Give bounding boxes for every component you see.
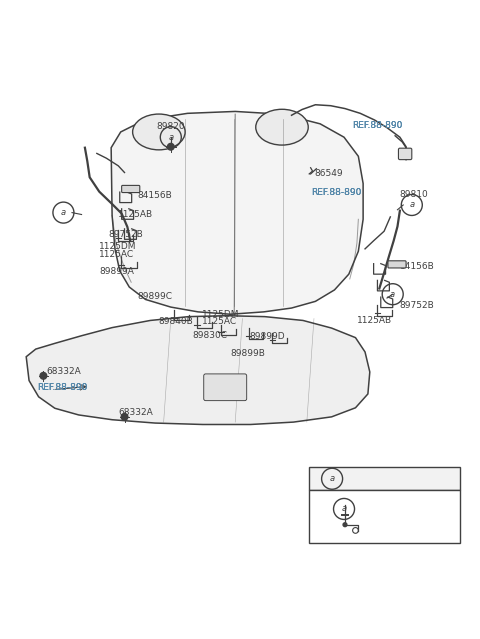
Text: 89899A: 89899A <box>99 266 134 275</box>
Text: 84156B: 84156B <box>400 262 434 271</box>
Text: 88878: 88878 <box>327 493 356 502</box>
Text: 89899B: 89899B <box>230 349 265 358</box>
Circle shape <box>168 143 174 150</box>
Text: 89899D: 89899D <box>250 332 285 341</box>
Text: a: a <box>341 504 347 514</box>
Text: 89820: 89820 <box>156 122 185 131</box>
Polygon shape <box>26 316 370 424</box>
Text: REF.88-890: REF.88-890 <box>312 189 362 197</box>
Text: 68332A: 68332A <box>118 408 153 417</box>
Text: 89899C: 89899C <box>137 293 172 302</box>
Text: REF.88-890: REF.88-890 <box>312 189 362 197</box>
Text: a: a <box>61 208 66 217</box>
Text: REF.88-890: REF.88-890 <box>352 121 403 130</box>
Text: REF.88-890: REF.88-890 <box>352 121 403 130</box>
Text: REF.88-890: REF.88-890 <box>37 383 87 392</box>
FancyBboxPatch shape <box>388 261 406 268</box>
Text: 89840B: 89840B <box>159 317 193 326</box>
Text: 1125DM: 1125DM <box>202 309 240 319</box>
FancyBboxPatch shape <box>398 148 412 160</box>
Text: REF.88-890: REF.88-890 <box>37 383 87 392</box>
Text: 89810: 89810 <box>400 190 429 199</box>
Text: 84156B: 84156B <box>137 191 172 200</box>
Text: a: a <box>330 474 335 483</box>
Text: REF.88-890: REF.88-890 <box>312 189 362 197</box>
Text: 86549: 86549 <box>314 169 343 178</box>
Ellipse shape <box>256 109 308 145</box>
Text: 1125AC: 1125AC <box>202 317 237 326</box>
Text: 1125AC: 1125AC <box>99 250 134 259</box>
Text: 68332A: 68332A <box>47 367 82 376</box>
Text: 1125AB: 1125AB <box>357 316 392 325</box>
Text: a: a <box>168 133 173 142</box>
Text: a: a <box>409 201 414 210</box>
Text: 89830C: 89830C <box>192 331 227 340</box>
FancyBboxPatch shape <box>121 185 140 192</box>
Text: 89752B: 89752B <box>109 230 144 240</box>
FancyBboxPatch shape <box>204 374 247 401</box>
Text: a: a <box>390 289 395 298</box>
Polygon shape <box>111 111 363 314</box>
Text: REF.88-890: REF.88-890 <box>352 121 403 130</box>
Text: 1125DM: 1125DM <box>99 242 137 251</box>
FancyBboxPatch shape <box>309 468 459 490</box>
Text: REF.88-890: REF.88-890 <box>37 383 87 392</box>
Text: 89752B: 89752B <box>400 301 434 310</box>
Text: 1125AB: 1125AB <box>118 210 154 219</box>
Text: 88877: 88877 <box>365 525 394 534</box>
Circle shape <box>121 413 128 420</box>
FancyBboxPatch shape <box>309 490 459 543</box>
Circle shape <box>40 373 47 379</box>
Ellipse shape <box>132 114 185 150</box>
Circle shape <box>343 523 347 527</box>
